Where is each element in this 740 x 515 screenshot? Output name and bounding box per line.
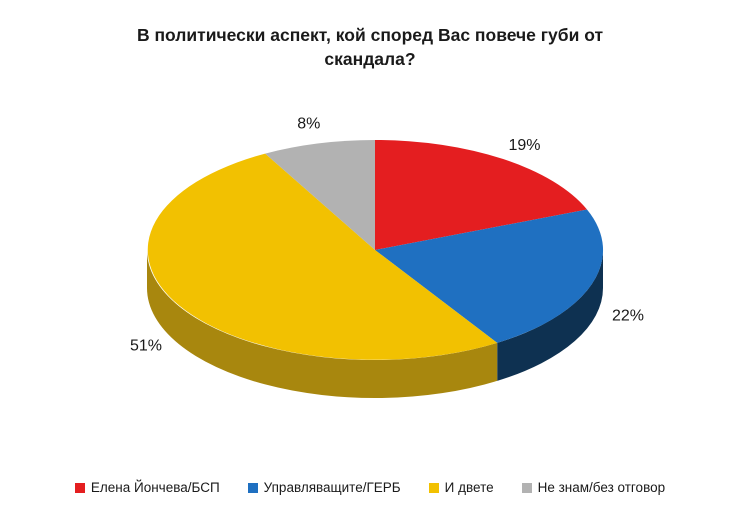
legend-item-red: Елена Йончева/БСП bbox=[74, 480, 220, 495]
legend-item-gray: Не знам/без отговор bbox=[521, 480, 666, 495]
pie-percentage-label: 51% bbox=[130, 337, 162, 354]
pie-percentage-label: 8% bbox=[297, 116, 320, 133]
chart-title-text: В политически аспект, кой според Вас пов… bbox=[136, 25, 604, 69]
chart-title: В политически аспект, кой според Вас пов… bbox=[0, 24, 740, 71]
legend-label: Не знам/без отговор bbox=[537, 480, 666, 495]
legend-swatch-red bbox=[74, 482, 85, 493]
legend-label: Управляващите/ГЕРБ bbox=[263, 480, 401, 495]
legend-swatch-blue bbox=[247, 482, 258, 493]
pie-slice-side-2 bbox=[146, 250, 498, 399]
legend-item-yellow: И двете bbox=[428, 480, 494, 495]
legend-label: Елена Йончева/БСП bbox=[90, 480, 220, 495]
legend-label: И двете bbox=[444, 480, 494, 495]
pie-slice-0 bbox=[375, 140, 587, 250]
pie-percentage-label: 19% bbox=[508, 137, 540, 154]
pie-slice-side-1 bbox=[497, 250, 603, 381]
pie-slice-3 bbox=[265, 140, 375, 250]
legend-swatch-yellow bbox=[428, 482, 439, 493]
pie-slice-2 bbox=[147, 153, 498, 360]
pie-slice-1 bbox=[375, 209, 604, 343]
legend-swatch-gray bbox=[521, 482, 532, 493]
legend-item-blue: Управляващите/ГЕРБ bbox=[247, 480, 401, 495]
chart-legend: Елена Йончева/БСП Управляващите/ГЕРБ И д… bbox=[0, 480, 740, 495]
pie-percentage-label: 22% bbox=[612, 307, 644, 324]
